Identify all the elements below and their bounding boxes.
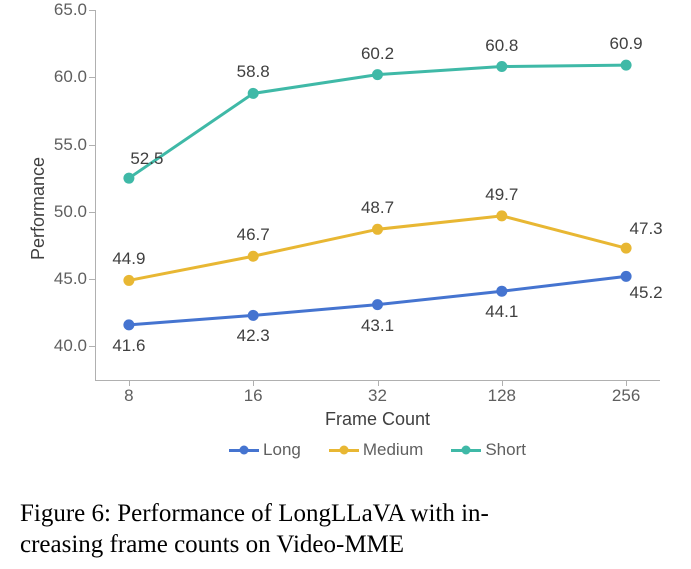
legend-swatch xyxy=(229,449,259,452)
marker xyxy=(123,275,134,286)
data-label: 60.2 xyxy=(361,44,394,64)
y-tick-mark xyxy=(89,346,95,347)
data-label: 60.8 xyxy=(485,36,518,56)
marker xyxy=(248,251,259,262)
x-tick-mark xyxy=(253,380,254,386)
legend-item-medium: Medium xyxy=(329,440,423,460)
y-tick-mark xyxy=(89,212,95,213)
legend-item-short: Short xyxy=(451,440,526,460)
x-tick-label: 16 xyxy=(233,386,273,406)
data-label: 48.7 xyxy=(361,198,394,218)
caption-line2: creasing frame counts on Video-MME xyxy=(20,531,404,558)
marker xyxy=(248,310,259,321)
marker xyxy=(123,173,134,184)
x-tick-label: 32 xyxy=(358,386,398,406)
legend-item-long: Long xyxy=(229,440,301,460)
marker xyxy=(496,61,507,72)
x-axis-label: Frame Count xyxy=(95,409,660,430)
y-tick-mark xyxy=(89,77,95,78)
y-tick-mark xyxy=(89,145,95,146)
x-tick-label: 8 xyxy=(109,386,149,406)
data-label: 46.7 xyxy=(237,225,270,245)
data-label: 44.9 xyxy=(112,249,145,269)
marker xyxy=(496,210,507,221)
marker xyxy=(621,271,632,282)
legend-dot-icon xyxy=(240,446,249,455)
marker xyxy=(123,319,134,330)
data-label: 42.3 xyxy=(237,326,270,346)
x-tick-label: 256 xyxy=(606,386,646,406)
data-label: 60.9 xyxy=(610,34,643,54)
legend-label: Medium xyxy=(363,440,423,460)
data-label: 45.2 xyxy=(630,283,663,303)
legend-swatch xyxy=(329,449,359,452)
data-label: 41.6 xyxy=(112,336,145,356)
marker xyxy=(496,286,507,297)
x-tick-mark xyxy=(378,380,379,386)
data-label: 44.1 xyxy=(485,302,518,322)
legend-label: Long xyxy=(263,440,301,460)
y-tick-label: 40.0 xyxy=(37,336,87,356)
data-label: 43.1 xyxy=(361,316,394,336)
series-line-short xyxy=(129,65,626,178)
y-tick-mark xyxy=(89,10,95,11)
x-tick-mark xyxy=(626,380,627,386)
y-tick-label: 65.0 xyxy=(37,0,87,20)
legend-dot-icon xyxy=(462,446,471,455)
y-tick-label: 50.0 xyxy=(37,202,87,222)
y-tick-label: 60.0 xyxy=(37,67,87,87)
data-label: 49.7 xyxy=(485,185,518,205)
marker xyxy=(372,69,383,80)
marker xyxy=(372,299,383,310)
x-tick-mark xyxy=(502,380,503,386)
marker xyxy=(621,243,632,254)
data-label: 52.5 xyxy=(130,149,163,169)
legend-dot-icon xyxy=(339,446,348,455)
y-tick-label: 45.0 xyxy=(37,269,87,289)
figure-caption: Figure 6: Performance of LongLLaVA with … xyxy=(20,498,671,561)
legend-swatch xyxy=(451,449,481,452)
caption-line1: Figure 6: Performance of LongLLaVA with … xyxy=(20,500,489,527)
marker xyxy=(372,224,383,235)
x-tick-mark xyxy=(129,380,130,386)
figure-wrapper: Performance Frame Count LongMediumShort … xyxy=(0,0,691,569)
legend-label: Short xyxy=(485,440,526,460)
data-label: 58.8 xyxy=(237,62,270,82)
marker xyxy=(621,60,632,71)
legend: Long Medium Short xyxy=(95,440,660,460)
marker xyxy=(248,88,259,99)
x-tick-label: 128 xyxy=(482,386,522,406)
data-label: 47.3 xyxy=(630,219,663,239)
y-tick-label: 55.0 xyxy=(37,135,87,155)
y-tick-mark xyxy=(89,279,95,280)
